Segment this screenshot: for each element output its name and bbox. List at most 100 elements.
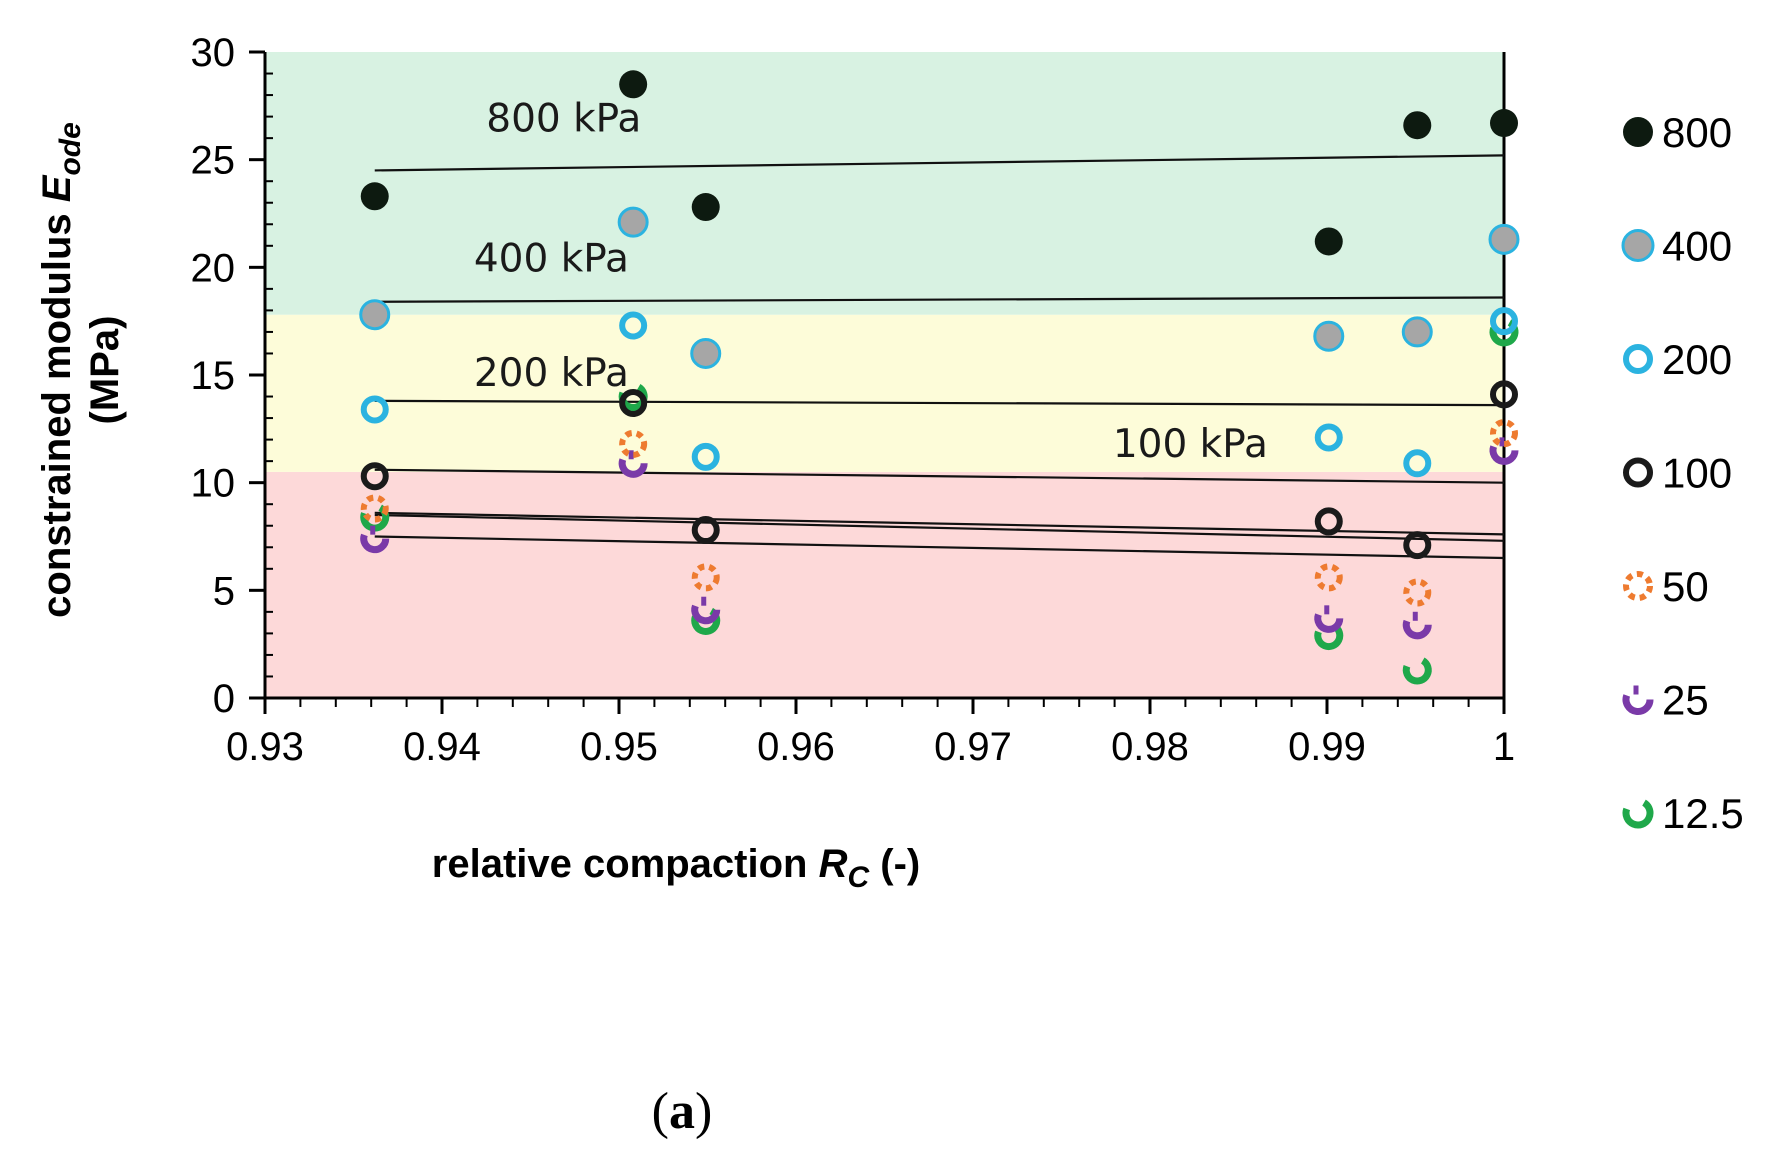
point-50-kpa-shape <box>1314 563 1343 592</box>
legend-marker-25-shape <box>1622 694 1654 715</box>
point-100-kpa-shape <box>691 516 720 545</box>
legend-marker-12-5 <box>1622 799 1654 829</box>
data-points <box>359 70 1520 685</box>
point-100-kpa-shape <box>619 388 648 417</box>
svg-text:constrained modulus Eode: constrained modulus Eode <box>35 122 87 618</box>
point-25-kpa-shape <box>1402 619 1432 640</box>
annotation-label: 100 kPa <box>1113 422 1268 467</box>
legend-marker-800-shape <box>1623 117 1653 147</box>
legend-label-800: 800 <box>1662 109 1732 156</box>
point-400-kpa-shape <box>617 206 649 238</box>
x-axis-title-var: R <box>819 842 848 886</box>
y-axis-title-var: E <box>35 174 79 202</box>
x-tick-label: 0.95 <box>580 725 658 769</box>
axes <box>263 52 1506 700</box>
band-mid <box>265 314 1504 472</box>
legend-marker-400-shape <box>1621 229 1655 262</box>
point-25-kpa-shape <box>360 533 390 554</box>
point-100-kpa <box>691 516 720 545</box>
point-50-kpa-shape <box>1403 578 1432 607</box>
point-200-kpa <box>360 395 389 424</box>
point-200-kpa-shape <box>1314 423 1343 452</box>
point-800-kpa <box>619 70 648 99</box>
y-tick-label: 0 <box>213 677 235 721</box>
point-800-kpa-shape <box>619 70 648 99</box>
legend-marker-12-5-shape <box>1622 799 1654 829</box>
point-25-kpa <box>1314 605 1344 633</box>
point-200-kpa <box>1403 449 1432 478</box>
panel-label-letter: a <box>669 1083 695 1140</box>
trendline-annotations: 800 kPa 400 kPa 200 kPa 100 kPa <box>474 97 1268 467</box>
x-tick-label: 1 <box>1493 725 1515 769</box>
point-100-kpa <box>619 388 648 417</box>
panel-label: (a) <box>652 1083 713 1140</box>
point-800-kpa-shape <box>691 193 720 222</box>
point-400-kpa <box>1401 316 1433 348</box>
x-tick-label: 0.98 <box>1111 725 1189 769</box>
y-tick-label: 20 <box>191 246 236 290</box>
point-400-kpa-shape <box>1488 223 1520 255</box>
point-800-kpa <box>1490 109 1518 138</box>
x-tick-label: 0.99 <box>1288 725 1366 769</box>
y-tick-label: 10 <box>191 462 236 506</box>
y-axis-title-unit: (MPa) <box>83 316 127 425</box>
legend-marker-400 <box>1621 229 1655 262</box>
trendline-200-kpa <box>374 399 1505 407</box>
point-400-kpa <box>690 337 722 369</box>
point-100-kpa <box>1314 507 1343 536</box>
point-100-kpa-shape <box>1314 507 1343 536</box>
point-50-kpa <box>1490 419 1518 448</box>
legend-marker-50-shape <box>1623 571 1653 601</box>
point-100-kpa <box>360 462 389 491</box>
trendlines <box>374 154 1505 560</box>
annotation-label: 400 kPa <box>474 237 629 282</box>
x-axis-title: relative compaction RC (-) <box>432 842 920 894</box>
point-800-kpa <box>1314 227 1343 256</box>
legend: 800 400 200 100 50 25 12.5 <box>1621 109 1744 837</box>
y-tick-label: 15 <box>191 354 236 398</box>
point-400-kpa-shape <box>359 299 391 331</box>
trendline-25-kpa <box>374 513 1505 542</box>
y-tick-label: 30 <box>191 31 236 75</box>
y-tick-label: 25 <box>191 139 236 183</box>
band-low <box>265 471 1504 698</box>
point-50-kpa <box>1314 563 1343 592</box>
point-100-kpa-shape <box>360 462 389 491</box>
legend-label-12-5: 12.5 <box>1662 790 1744 837</box>
point-200-kpa <box>1490 307 1518 336</box>
point-800-kpa <box>360 182 389 211</box>
legend-label-200: 200 <box>1662 336 1732 383</box>
x-axis-title-prefix: relative compaction <box>432 842 819 886</box>
point-12-5-kpa <box>1314 623 1344 651</box>
legend-marker-100 <box>1623 457 1653 488</box>
point-12-5-kpa-shape <box>1314 623 1344 651</box>
point-25-kpa-shape <box>618 458 648 478</box>
band-high <box>265 52 1504 315</box>
point-800-kpa-shape <box>1490 109 1518 138</box>
point-100-kpa <box>1490 380 1518 409</box>
y-tick-label: 5 <box>213 569 235 613</box>
point-25-kpa <box>1489 437 1519 465</box>
point-50-kpa <box>360 494 389 523</box>
point-400-kpa <box>1488 223 1520 255</box>
point-50-kpa <box>1403 578 1432 607</box>
y-axis-title: constrained modulus Eode (MPa) <box>35 122 127 618</box>
trendline-100-kpa <box>374 468 1505 484</box>
trendline-12-5-kpa <box>374 535 1505 560</box>
legend-marker-25 <box>1622 685 1654 715</box>
panel-label-close: ) <box>695 1083 712 1140</box>
point-12-5-kpa-shape <box>1402 657 1432 685</box>
legend-label-400: 400 <box>1662 223 1732 270</box>
point-25-kpa-shape <box>691 604 721 625</box>
point-25-kpa-shape <box>1489 445 1519 465</box>
point-400-kpa <box>617 206 649 238</box>
annotation-label: 200 kPa <box>474 351 629 396</box>
x-tick-label: 0.94 <box>403 725 481 769</box>
point-800-kpa <box>691 193 720 222</box>
point-800-kpa <box>1403 111 1432 140</box>
point-800-kpa-shape <box>1403 111 1432 140</box>
legend-marker-200-shape <box>1623 344 1653 374</box>
point-400-kpa-shape <box>1401 316 1433 348</box>
trendline-800-kpa <box>374 154 1505 172</box>
legend-label-100: 100 <box>1662 450 1732 497</box>
